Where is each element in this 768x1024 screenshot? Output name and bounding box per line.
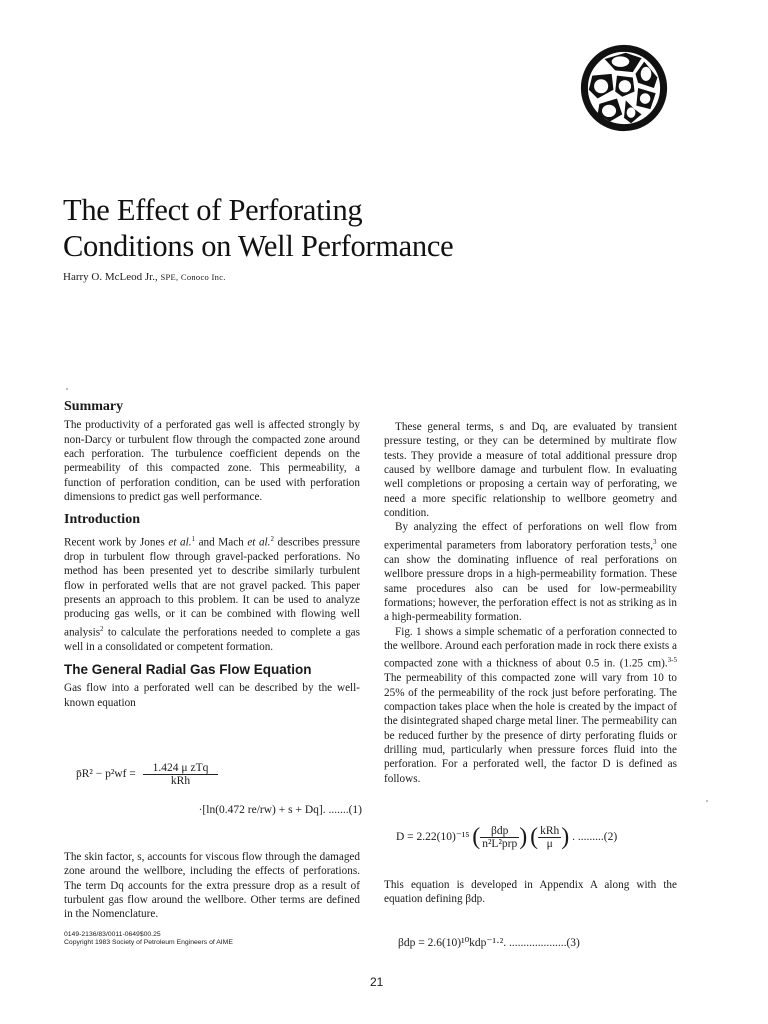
right-paragraph-3: Fig. 1 shows a simple schematic of a per… — [384, 625, 677, 785]
equation-1-numerator: 1.424 μ zTq — [142, 762, 219, 775]
radial-flow-heading: The General Radial Gas Flow Equation — [64, 661, 312, 677]
equation-3: βdp = 2.6(10)¹⁰kdp⁻¹·². ................… — [398, 937, 580, 949]
equation-1-denominator: kRh — [170, 775, 191, 787]
article-title: The Effect of Perforating Conditions on … — [63, 192, 454, 264]
title-line-2: Conditions on Well Performance — [63, 229, 454, 263]
right-column: These general terms, s and Dq, are evalu… — [384, 420, 677, 786]
equation-1-fraction: 1.424 μ zTq kRh — [142, 762, 219, 787]
summary-heading: Summary — [64, 399, 124, 414]
page-number: 21 — [370, 975, 384, 989]
radial-flow-paragraph: Gas flow into a perforated well can be d… — [64, 682, 360, 709]
equation-2-lhs: D = 2.22(10)⁻¹⁵ — [396, 831, 470, 844]
title-line-1: The Effect of Perforating — [63, 193, 363, 227]
introduction-paragraph: Recent work by Jones et al.1 and Mach et… — [64, 534, 360, 653]
skin-factor-paragraph: The skin factor, s, accounts for viscous… — [64, 851, 360, 921]
left-column: Summary The productivity of a perforated… — [64, 399, 360, 710]
introduction-heading: Introduction — [64, 512, 140, 528]
equation-2-paragraph: This equation is developed in Appendix A… — [384, 879, 677, 906]
author-line: Harry O. McLeod Jr., SPE, Conoco Inc. — [63, 271, 226, 283]
scan-speck — [66, 388, 68, 390]
spe-logo-icon — [580, 44, 668, 132]
right-paragraph-2: By analyzing the effect of perforations … — [384, 521, 677, 624]
equation-2: D = 2.22(10)⁻¹⁵ (βdp n²L²prp) (kRh μ) . ..… — [396, 824, 618, 850]
equation-1-lhs: p̄R² − p²wf = — [76, 768, 136, 781]
footnote-copyright: Copyright 1983 Society of Petroleum Engi… — [64, 939, 233, 947]
equation-1-line-2: ·[ln(0.472 re/rw) + s + Dq]. .......(1) — [198, 804, 362, 816]
right-paragraph-1: These general terms, s and Dq, are evalu… — [384, 421, 677, 520]
footnote-doi: 0149-2136/83/0011-0649$00.25 — [64, 931, 161, 938]
summary-paragraph: The productivity of a perforated gas wel… — [64, 419, 360, 504]
author-affiliation: SPE, Conoco Inc. — [160, 272, 226, 282]
equation-2-fraction-2: kRh μ — [538, 825, 562, 850]
author-name: Harry O. McLeod Jr., — [63, 271, 158, 283]
equation-2-number: . .........(2) — [572, 831, 618, 844]
scan-speck — [706, 800, 708, 802]
equation-2-fraction-1: βdp n²L²prp — [480, 825, 520, 850]
footnote: 0149-2136/83/0011-0649$00.25 Copyright 1… — [64, 931, 233, 948]
equation-1: p̄R² − p²wf = 1.424 μ zTq kRh — [76, 762, 219, 787]
